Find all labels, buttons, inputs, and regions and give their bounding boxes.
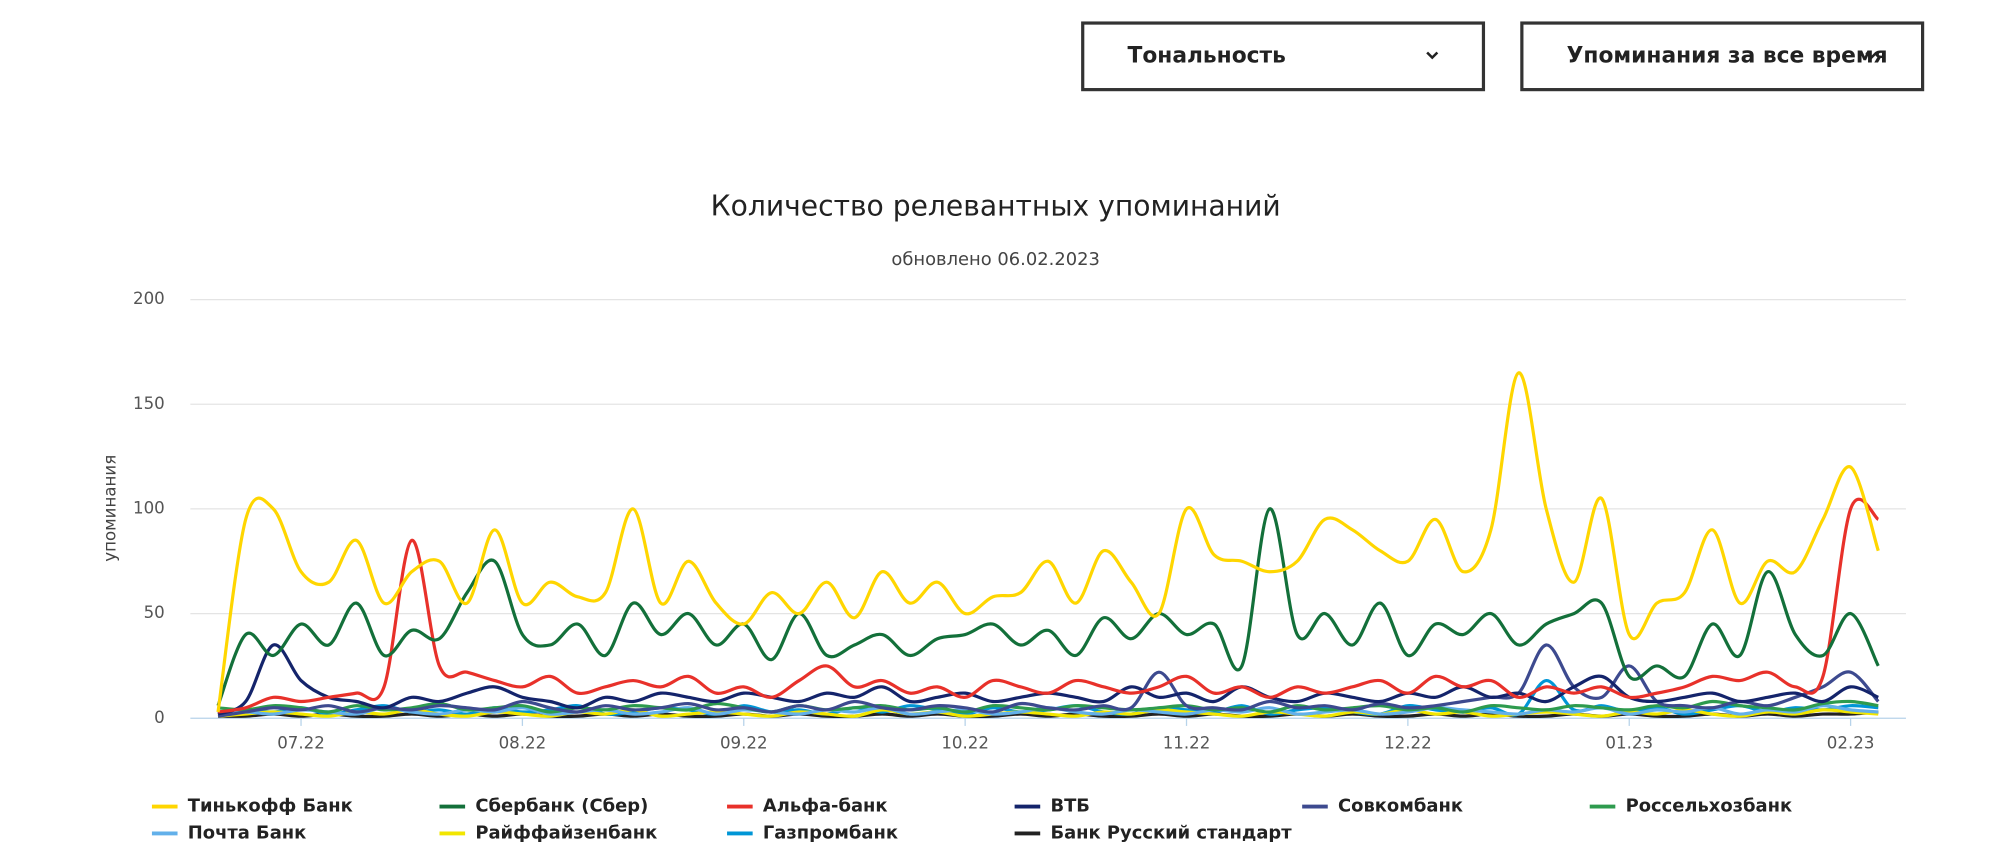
legend-label: Тинькофф Банк: [188, 796, 353, 817]
x-tick-label: 07.22: [277, 733, 325, 752]
legend-label: Райффайзенбанк: [475, 822, 657, 843]
chevron: [1426, 51, 1439, 60]
dropdown-box[interactable]: [1520, 21, 1925, 92]
chevron: [1865, 51, 1878, 60]
legend-label: Альфа-банк: [763, 796, 888, 817]
x-tick-label: 02.23: [1827, 733, 1875, 752]
series-line: [217, 699, 1879, 714]
series-line: [216, 507, 1880, 707]
dropdown-box[interactable]: [1081, 21, 1486, 92]
series-line: [217, 497, 1880, 714]
legend-label: Почта Банк: [188, 822, 307, 843]
x-tick-label: 11.22: [1163, 733, 1211, 752]
x-tick-label: 09.22: [720, 733, 768, 752]
dropdown-label[interactable]: Упоминания за все время: [1567, 43, 1888, 68]
legend-label: Сбербанк (Сбер): [475, 796, 648, 817]
x-tick-label: 10.22: [941, 733, 989, 752]
legend-label: Россельхозбанк: [1626, 796, 1793, 817]
x-tick-label: 08.22: [499, 733, 547, 752]
chart-subtitle: обновлено 06.02.2023: [891, 249, 1100, 270]
period-dropdown[interactable]: Упоминания за все время: [1520, 21, 1925, 92]
legend-label: Банк Русский стандарт: [1050, 822, 1292, 843]
y-tick-label: 100: [133, 498, 165, 517]
y-tick-label: 0: [154, 708, 165, 727]
y-tick-label: 200: [133, 289, 165, 308]
y-tick-label: 150: [133, 394, 165, 413]
legend-label: Совкомбанк: [1338, 796, 1463, 817]
legend-label: Газпромбанк: [763, 822, 898, 843]
y-tick-label: 50: [144, 603, 165, 622]
x-tick-label: 12.22: [1384, 733, 1432, 752]
dropdown-label[interactable]: Тональность: [1128, 43, 1286, 68]
y-axis-label: упоминания: [100, 455, 119, 562]
legend-label: ВТБ: [1050, 796, 1090, 817]
series-line: [217, 643, 1880, 718]
x-tick-label: 01.23: [1605, 733, 1653, 752]
chart-title: Количество релевантных упоминаний: [711, 189, 1281, 222]
series-line: [216, 371, 1880, 713]
series-line: [217, 643, 1879, 716]
tone-dropdown[interactable]: Тональность: [1081, 21, 1486, 92]
